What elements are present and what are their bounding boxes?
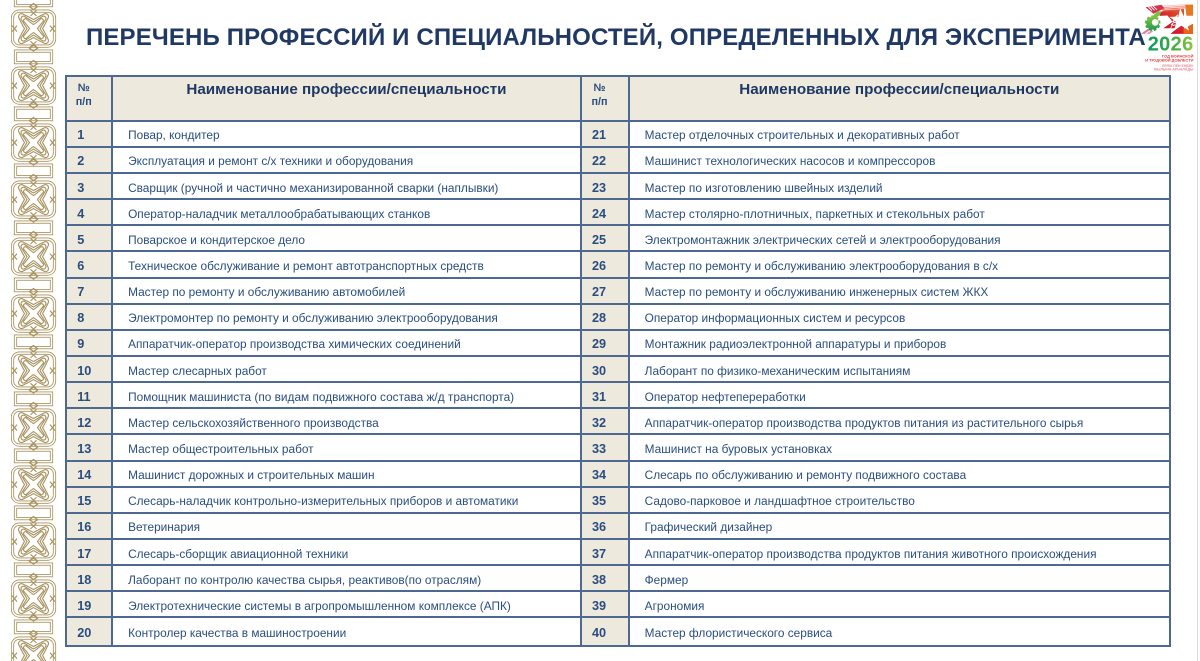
svg-text:ЖЫЛЫНА АРНАЛАДЫ: ЖЫЛЫНА АРНАЛАДЫ bbox=[1153, 68, 1194, 72]
svg-text:ГОД ВОИНСКОЙ: ГОД ВОИНСКОЙ bbox=[1162, 53, 1194, 58]
svg-text:И ТРУДОВОЙ ДОБЛЕСТИ: И ТРУДОВОЙ ДОБЛЕСТИ bbox=[1145, 58, 1193, 63]
svg-text:2026: 2026 bbox=[1148, 34, 1194, 56]
svg-text:ЕРЛІК ПЕН ЕҢБЕК: ЕРЛІК ПЕН ЕҢБЕК bbox=[1162, 64, 1194, 68]
